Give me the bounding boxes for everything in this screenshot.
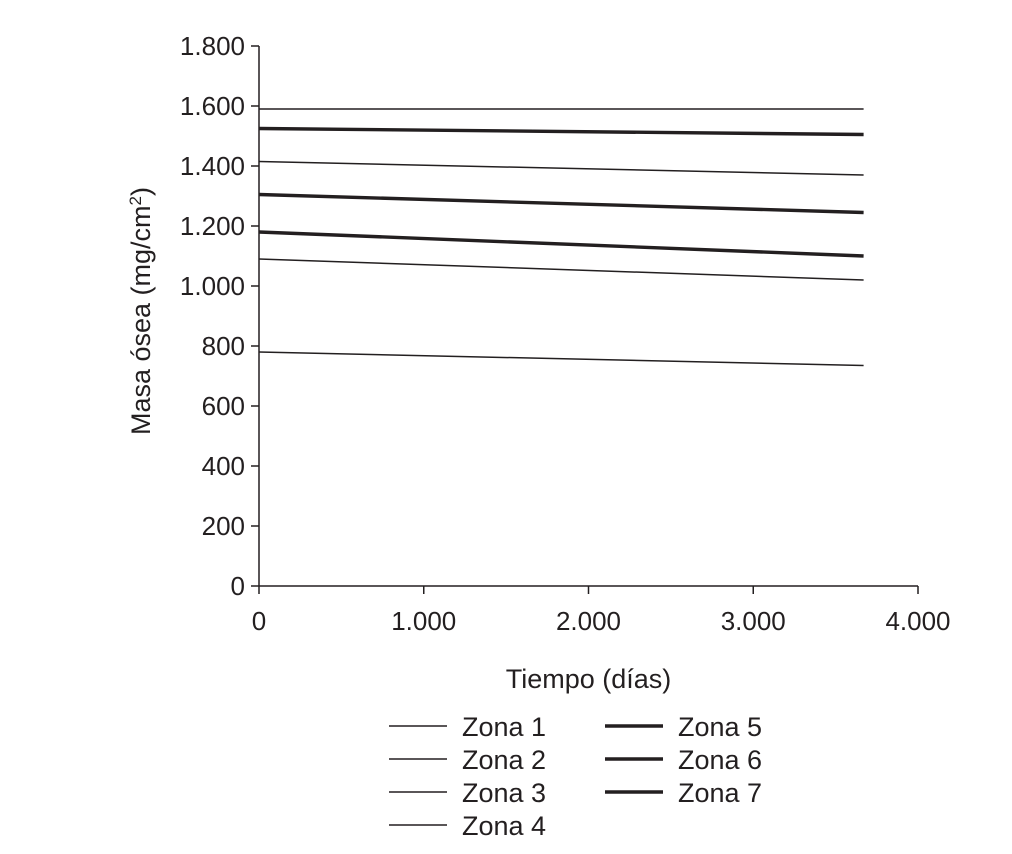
legend-item: Zona 2 (389, 745, 546, 775)
y-ticks: 0 200 400 600 800 1.000 1.200 1.400 1.600 1.800 (180, 31, 259, 601)
y-tick-label: 0 (231, 571, 245, 601)
x-tick-label: 1.000 (391, 606, 456, 636)
series-line-zona-3 (258, 258, 864, 281)
y-axis-title-superscript: 2 (126, 196, 145, 205)
axes (258, 46, 918, 587)
y-tick-label: 400 (202, 451, 245, 481)
series-line-zona-6 (258, 192, 864, 215)
y-axis-title-close: ) (126, 187, 156, 196)
y-tick-label: 200 (202, 511, 245, 541)
legend-label: Zona 1 (462, 712, 546, 742)
y-tick-label: 1.800 (180, 31, 245, 61)
series-line-zona-4 (258, 351, 864, 367)
y-tick-label: 1.600 (180, 91, 245, 121)
legend-label: Zona 4 (462, 811, 546, 841)
legend-item: Zona 6 (605, 745, 762, 775)
x-tick-label: 2.000 (556, 606, 621, 636)
x-tick-label: 4.000 (885, 606, 950, 636)
x-tick-label: 0 (252, 606, 266, 636)
x-tick-label: 3.000 (721, 606, 786, 636)
series-line-zona-5 (258, 126, 864, 137)
legend-item: Zona 4 (389, 811, 546, 841)
y-axis-title-main: Masa ósea (mg/cm (126, 205, 156, 435)
legend-item: Zona 3 (389, 778, 546, 808)
y-axis-title: Masa ósea (mg/cm2) (126, 187, 157, 435)
y-tick-label: 1.000 (180, 271, 245, 301)
series-line-zona-7 (258, 230, 864, 258)
x-ticks: 0 1.000 2.000 3.000 4.000 (252, 586, 951, 636)
legend-label: Zona 3 (462, 778, 546, 808)
legend-item: Zona 1 (389, 712, 546, 742)
y-tick-label: 1.400 (180, 151, 245, 181)
legend-label: Zona 2 (462, 745, 546, 775)
legend-label: Zona 5 (678, 712, 762, 742)
y-tick-label: 800 (202, 331, 245, 361)
y-tick-label: 1.200 (180, 211, 245, 241)
x-axis-title: Tiempo (días) (506, 664, 672, 694)
series-lines (258, 108, 864, 367)
legend-item: Zona 7 (605, 778, 762, 808)
legend-item: Zona 5 (605, 712, 762, 742)
legend-label: Zona 7 (678, 778, 762, 808)
y-tick-label: 600 (202, 391, 245, 421)
series-line-zona-2 (258, 160, 864, 176)
legend-label: Zona 6 (678, 745, 762, 775)
